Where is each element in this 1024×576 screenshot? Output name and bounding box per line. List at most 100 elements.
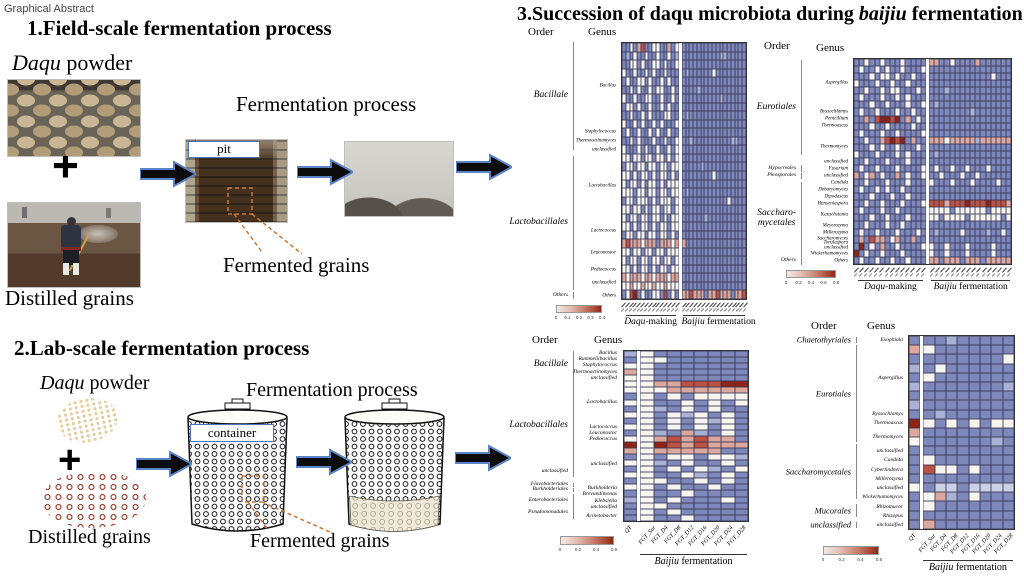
heatmap-cell: [708, 111, 712, 120]
heatmap-cell: [681, 162, 686, 171]
heatmap-cell: [648, 128, 653, 137]
heatmap-cell: [734, 351, 748, 358]
heatmap-cell: [689, 205, 694, 214]
order-label: Pleosporales: [767, 171, 796, 178]
heatmap-cell: [900, 94, 906, 102]
heatmap-cell: [640, 256, 645, 265]
heatmap-cell: [734, 490, 748, 497]
heatmap-cell: [928, 249, 935, 257]
column-gap: [637, 484, 641, 491]
heatmap-row: [854, 242, 1012, 250]
heatmap-cell: [696, 264, 701, 274]
heatmap-cell: [648, 170, 653, 180]
heatmap-cell: [624, 472, 638, 479]
heatmap-cell: [708, 60, 712, 69]
arrow-right-icon: [297, 158, 353, 186]
column-gap: [637, 441, 641, 448]
heatmap-cell: [957, 372, 969, 382]
x-tick-mark: [670, 308, 675, 312]
heatmap-cell: [991, 519, 1003, 529]
heatmap-cell: [738, 111, 743, 120]
heatmap-cell: [674, 77, 679, 86]
heatmap-cell: [667, 102, 672, 112]
heatmap-cell: [854, 143, 860, 151]
heatmap-row: [624, 441, 748, 448]
heatmap-cell: [715, 136, 720, 146]
heatmap-cell: [879, 108, 885, 116]
heatmap-cell: [723, 111, 728, 120]
heatmap-cell: [723, 290, 728, 299]
heatmap-cell: [945, 473, 958, 483]
heatmap-cell: [995, 186, 1001, 194]
heatmap-cell: [980, 207, 986, 215]
heatmap-cell: [680, 435, 695, 442]
heatmap-cell: [910, 59, 916, 67]
heatmap-cell: [734, 429, 748, 436]
genus-label: unclassified: [876, 522, 903, 529]
heatmap-cell: [700, 273, 705, 282]
heatmap-cell: [970, 256, 976, 264]
heatmap-cell: [954, 186, 960, 194]
heatmap-cell: [923, 501, 935, 511]
heatmap-cell: [640, 281, 645, 291]
heatmap-cell: [667, 94, 672, 103]
heatmap-cell: [959, 136, 965, 144]
heatmap-cell: [674, 136, 679, 146]
heatmap-cell: [742, 222, 746, 231]
heatmap-row: [854, 186, 1012, 194]
heatmap-cell: [707, 441, 722, 448]
heatmap-cell: [671, 43, 675, 52]
heatmap-cell: [663, 256, 668, 265]
heatmap-cell: [685, 51, 690, 61]
heatmap-cell: [949, 66, 955, 74]
genus-label: Candida: [884, 457, 903, 464]
heatmap-cell: [910, 87, 916, 95]
heatmap-cell: [671, 136, 675, 146]
column-gap: [920, 372, 924, 382]
heatmap-cell: [879, 157, 885, 165]
heatmap-cell: [985, 129, 991, 137]
heatmap-cell: [723, 153, 728, 163]
heatmap-cell: [964, 214, 971, 222]
heatmap-cell: [624, 490, 638, 497]
x-tick-mark: [853, 273, 857, 277]
heatmap-cell: [949, 115, 955, 123]
heatmap-cell: [900, 172, 906, 180]
heatmap-cell: [874, 207, 880, 215]
x-tick-mark: [628, 308, 633, 312]
colorbar-tick: 0.4: [857, 557, 864, 562]
heatmap-cell: [674, 281, 679, 291]
heatmap-cell: [980, 179, 986, 187]
heatmap-cell: [934, 437, 946, 447]
heatmap-cell: [859, 136, 865, 144]
heatmap-cell: [964, 235, 971, 243]
heatmap-cell: [944, 157, 950, 165]
heatmap-cell: [708, 290, 712, 299]
heatmap-cell: [889, 186, 896, 194]
column-gap: [637, 472, 641, 479]
heatmap-cell: [879, 179, 885, 187]
heatmap-cell: [689, 273, 694, 282]
heatmap-row: [624, 405, 748, 412]
heatmap-cell: [723, 256, 728, 265]
column-gap: [678, 230, 682, 240]
heatmap-cell: [884, 186, 890, 194]
heatmap-cell: [723, 196, 728, 206]
heatmap-cell: [730, 162, 735, 171]
heatmap-cell: [909, 409, 921, 419]
heatmap-cell: [624, 417, 638, 424]
heatmap-cell: [970, 186, 976, 194]
heatmap-cell: [656, 213, 660, 223]
heatmap-cell: [944, 122, 950, 130]
heatmap-cell: [910, 235, 916, 243]
heatmap-cell: [905, 235, 911, 243]
heatmap-cell: [991, 409, 1003, 419]
heatmap-cell: [727, 230, 731, 240]
heatmap-cell: [671, 111, 675, 120]
heatmap-cell: [954, 235, 960, 243]
heatmap-cell: [689, 119, 694, 129]
heatmap-cell: [689, 51, 694, 61]
heatmap-cell: [995, 193, 1001, 201]
heatmap-cell: [721, 514, 735, 521]
heatmap-cell: [693, 128, 697, 137]
